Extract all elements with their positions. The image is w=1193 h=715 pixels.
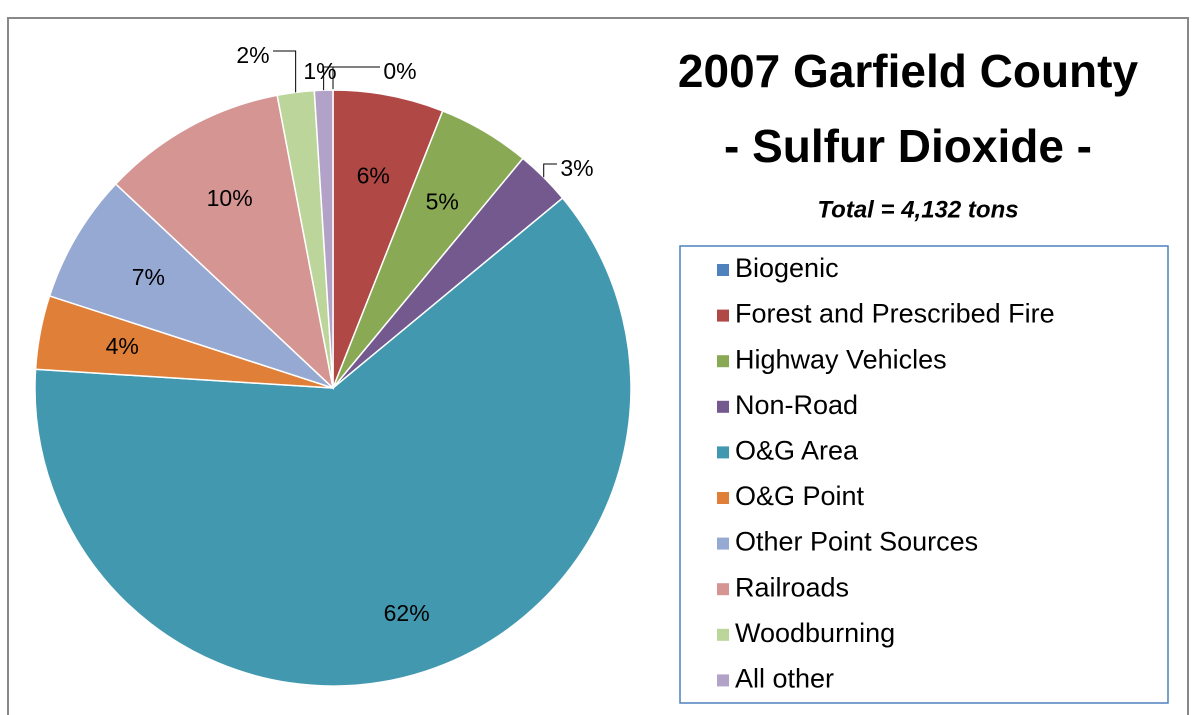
legend-label: All other — [735, 664, 834, 694]
legend-swatch — [717, 628, 729, 641]
chart-border — [7, 17, 1189, 715]
legend-label: O&G Point — [735, 481, 865, 511]
data-label: 2% — [236, 42, 269, 68]
legend-label: Woodburning — [735, 618, 895, 648]
legend-swatch — [717, 355, 729, 368]
legend-box — [679, 245, 1169, 704]
legend-label: Biogenic — [735, 253, 839, 283]
legend-label: Highway Vehicles — [735, 344, 947, 374]
data-label: 62% — [384, 600, 430, 626]
legend-swatch — [717, 492, 729, 504]
legend-label: O&G Area — [735, 436, 859, 466]
data-label: 5% — [426, 188, 459, 214]
legend-label: Railroads — [735, 572, 849, 602]
legend-swatch — [717, 400, 729, 413]
leader-line — [543, 163, 557, 178]
data-label: 6% — [357, 162, 390, 188]
pie-slice — [48, 182, 334, 389]
legend-label: Other Point Sources — [735, 527, 978, 557]
legend-swatch — [717, 583, 729, 596]
legend-swatch — [717, 264, 729, 276]
legend-swatch — [717, 537, 729, 550]
legend-label: Forest and Prescribed Fire — [735, 299, 1055, 329]
data-label: 10% — [207, 185, 253, 211]
data-label: 0% — [383, 58, 416, 84]
data-label: 3% — [560, 155, 593, 181]
pie-slice — [34, 196, 632, 687]
leader-line — [332, 66, 380, 90]
pie-slice — [114, 94, 335, 391]
data-label: 1% — [303, 58, 336, 84]
leader-line — [273, 50, 297, 93]
data-label: 7% — [132, 264, 165, 290]
data-label: 4% — [106, 333, 139, 359]
leader-line — [323, 66, 340, 91]
chart-subtitle: Total = 4,132 tons — [817, 196, 1018, 223]
legend-swatch — [717, 674, 729, 687]
legend-swatch — [717, 446, 729, 459]
legend-swatch — [717, 309, 729, 322]
chart-title: - Sulfur Dioxide - — [724, 120, 1092, 172]
chart-title: 2007 Garfield County — [678, 45, 1139, 97]
legend-label: Non-Road — [735, 390, 858, 420]
